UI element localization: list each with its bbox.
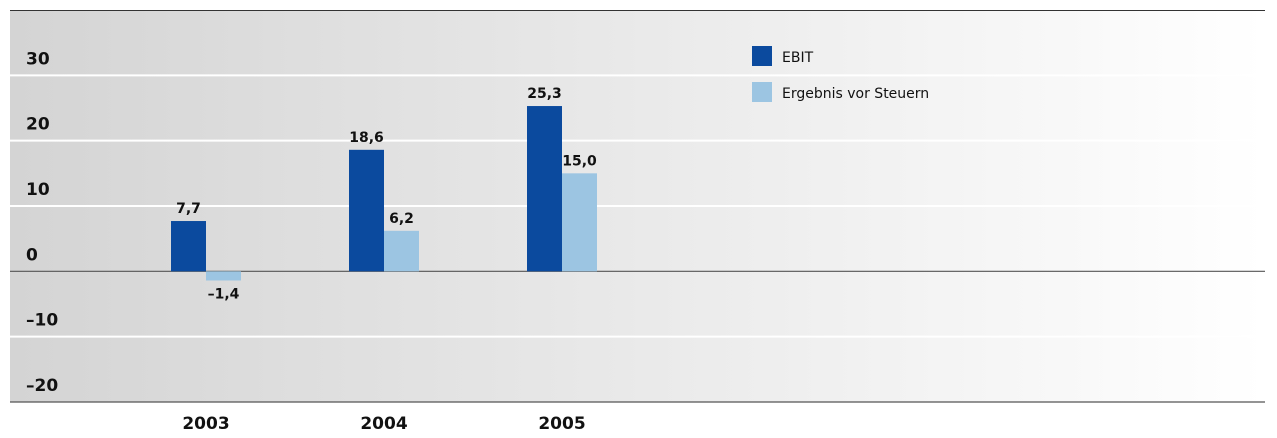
value-label: –1,4 xyxy=(208,286,240,302)
value-label: 7,7 xyxy=(176,201,201,217)
y-tick-label: –10 xyxy=(26,311,58,331)
y-tick-label: 20 xyxy=(26,115,50,135)
bar xyxy=(384,230,419,272)
bar xyxy=(349,149,384,272)
value-label: 18,6 xyxy=(349,130,384,146)
legend-label: EBIT xyxy=(782,50,814,66)
value-label: 15,0 xyxy=(562,153,597,169)
bar xyxy=(562,173,597,272)
bar xyxy=(206,271,241,281)
legend-swatch xyxy=(752,46,772,66)
y-tick-label: 30 xyxy=(26,49,50,69)
y-tick-label: –20 xyxy=(26,376,58,396)
value-label: 6,2 xyxy=(389,211,414,227)
legend-swatch xyxy=(752,82,772,102)
x-tick-label: 2003 xyxy=(182,414,229,434)
y-tick-label: 10 xyxy=(26,180,50,200)
bar xyxy=(527,106,562,272)
x-tick-label: 2005 xyxy=(538,414,585,434)
value-label: 25,3 xyxy=(527,86,562,102)
x-tick-label: 2004 xyxy=(360,414,407,434)
bar xyxy=(171,221,206,272)
y-tick-label: 0 xyxy=(26,245,38,265)
legend-label: Ergebnis vor Steuern xyxy=(782,86,929,102)
